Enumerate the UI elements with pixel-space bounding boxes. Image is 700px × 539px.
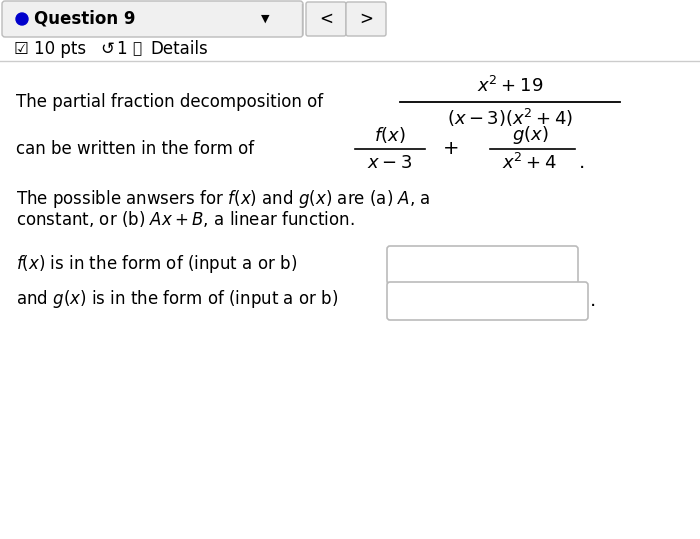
Text: Question 9: Question 9 [34, 10, 136, 28]
Text: and $g(x)$ is in the form of (input a or b): and $g(x)$ is in the form of (input a or… [16, 288, 338, 310]
Text: .: . [590, 292, 596, 310]
Text: can be written in the form of: can be written in the form of [16, 140, 254, 158]
Text: $g(x)$: $g(x)$ [512, 124, 548, 146]
Text: ☑: ☑ [14, 40, 29, 58]
FancyBboxPatch shape [306, 2, 346, 36]
Text: ↺: ↺ [100, 40, 114, 58]
Text: constant, or (b) $Ax + B$, a linear function.: constant, or (b) $Ax + B$, a linear func… [16, 209, 355, 229]
Text: $x^2 + 4$: $x^2 + 4$ [503, 153, 557, 173]
Text: $x^2 + 19$: $x^2 + 19$ [477, 76, 543, 96]
FancyBboxPatch shape [387, 246, 578, 284]
Text: ▼: ▼ [260, 14, 270, 24]
FancyBboxPatch shape [387, 282, 588, 320]
FancyBboxPatch shape [2, 1, 303, 37]
Text: Details: Details [150, 40, 208, 58]
FancyBboxPatch shape [346, 2, 386, 36]
Text: $x - 3$: $x - 3$ [368, 154, 412, 172]
Circle shape [16, 13, 28, 25]
Text: The partial fraction decomposition of: The partial fraction decomposition of [16, 93, 323, 111]
Text: ⓘ: ⓘ [132, 42, 141, 57]
Text: $f(x)$: $f(x)$ [374, 125, 406, 145]
Text: 10 pts: 10 pts [34, 40, 86, 58]
Text: $f(x)$ is in the form of (input a or b): $f(x)$ is in the form of (input a or b) [16, 253, 297, 275]
Text: 1: 1 [116, 40, 127, 58]
Text: <: < [319, 10, 333, 28]
Text: .: . [579, 154, 585, 172]
Text: The possible anwsers for $f(x)$ and $g(x)$ are (a) $A$, a: The possible anwsers for $f(x)$ and $g(x… [16, 188, 430, 210]
Text: >: > [359, 10, 373, 28]
Text: $+$: $+$ [442, 140, 458, 158]
Text: $(x - 3)(x^2 + 4)$: $(x - 3)(x^2 + 4)$ [447, 107, 573, 129]
